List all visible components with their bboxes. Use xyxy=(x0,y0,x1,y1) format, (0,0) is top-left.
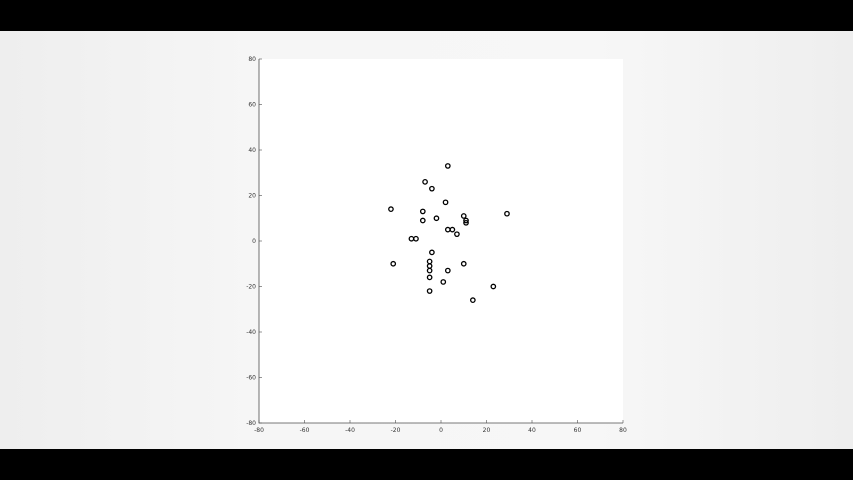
data-point xyxy=(460,260,467,267)
figure-window: -80 -60 -40 -20 0 20 40 60 80 -80 -60 -40 -20 0 20 40 6… xyxy=(0,31,853,449)
x-tick-label: 60 xyxy=(574,427,582,434)
x-tick-label: 0 xyxy=(439,427,443,434)
x-tick-label: -20 xyxy=(391,427,401,434)
data-point xyxy=(413,235,419,242)
data-point xyxy=(444,163,451,169)
x-tick-label: -60 xyxy=(300,427,310,434)
data-point xyxy=(388,206,394,212)
data-point xyxy=(426,288,433,294)
scatter-plot: -80 -60 -40 -20 0 20 40 60 80 -80 -60 -40 -20 0 20 40 6… xyxy=(246,56,627,434)
y-tick-label: 80 xyxy=(248,56,256,63)
data-point xyxy=(390,260,397,267)
data-point xyxy=(444,267,451,274)
data-point xyxy=(444,226,451,233)
data-point xyxy=(426,267,433,274)
data-point xyxy=(422,179,428,185)
data-point xyxy=(442,199,449,206)
data-point xyxy=(429,249,435,256)
data-point xyxy=(463,219,469,226)
data-point xyxy=(463,217,469,224)
x-tick-label: -80 xyxy=(254,427,264,434)
axes-background xyxy=(259,59,623,423)
data-point xyxy=(433,215,440,222)
data-point xyxy=(419,208,426,215)
y-tick-label: -20 xyxy=(246,284,256,291)
data-point xyxy=(419,217,426,224)
data-point xyxy=(429,185,435,192)
y-tick-label: 20 xyxy=(248,193,256,200)
data-point xyxy=(504,210,510,217)
y-tick-label: -40 xyxy=(246,329,256,336)
y-tick-label: 0 xyxy=(252,238,256,245)
x-tick-label: 40 xyxy=(528,427,536,434)
data-point xyxy=(440,279,447,285)
data-points xyxy=(388,163,510,303)
y-tick-label: 60 xyxy=(248,102,256,109)
axis-lines xyxy=(258,59,623,424)
y-tick-label: 40 xyxy=(248,147,256,154)
data-point xyxy=(469,297,476,303)
y-tick-label: -60 xyxy=(246,375,256,382)
y-tick-label: -80 xyxy=(246,420,256,427)
data-point xyxy=(490,283,497,290)
x-tick-labels: -80 -60 -40 -20 0 20 40 60 80 xyxy=(254,427,627,434)
data-point xyxy=(426,274,433,281)
x-tick-label: 80 xyxy=(619,427,627,434)
data-point xyxy=(454,231,460,238)
y-tick-labels: -80 -60 -40 -20 0 20 40 60 80 xyxy=(246,56,256,427)
data-point xyxy=(460,213,467,219)
x-tick-label: -40 xyxy=(345,427,355,434)
x-tick-label: 20 xyxy=(483,427,491,434)
